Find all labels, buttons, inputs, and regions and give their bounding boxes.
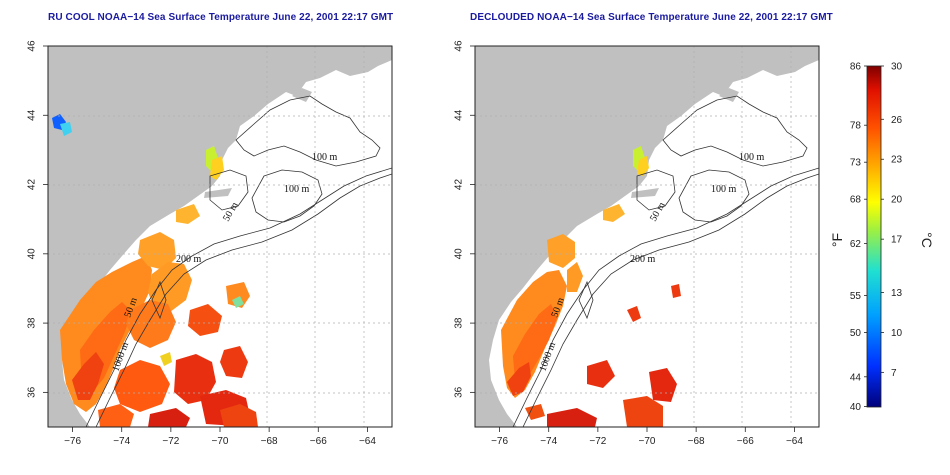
x-tick-label: −74 (540, 436, 557, 447)
fahrenheit-tick-label: 40 (850, 402, 862, 413)
x-tick-label: −72 (162, 436, 179, 447)
right-islands (631, 88, 739, 198)
y-tick-label: 38 (454, 317, 465, 329)
colorbar-ticks: 86 78 73 68 62 55 50 44 40 30 26 23 20 17 13 10 7 (850, 62, 903, 413)
celsius-tick-label: 13 (891, 288, 903, 299)
celsius-tick-label: 26 (891, 115, 903, 126)
celsius-tick-label: 30 (891, 62, 903, 73)
contour-label: 200 m (630, 254, 656, 265)
x-tick-label: −68 (688, 436, 705, 447)
celsius-tick-label: 17 (891, 235, 903, 246)
fahrenheit-tick-label: 44 (850, 372, 862, 383)
x-tick-label: −76 (64, 436, 81, 447)
fahrenheit-tick-label: 62 (850, 239, 862, 250)
x-tick-label: −74 (113, 436, 130, 447)
x-tick-label: −72 (589, 436, 606, 447)
fahrenheit-tick-label: 78 (850, 121, 862, 132)
contour-label: 100 m (711, 184, 737, 195)
left-map-panel: 100 m 100 m 50 m 200 m 50 m 1000 m −76 −7… (27, 40, 393, 447)
fahrenheit-unit-label: °F (829, 233, 845, 247)
x-tick-label: −66 (310, 436, 327, 447)
y-tick-label: 40 (454, 248, 465, 260)
left-islands (204, 88, 312, 198)
left-axis-ticks: −76 −74 −72 −70 −68 −66 −64 36 38 40 42 44 46 (27, 40, 377, 447)
colorbar: 86 78 73 68 62 55 50 44 40 30 26 23 20 17 13 10 7 °F °C (829, 62, 935, 413)
contour-label: 100 m (284, 184, 310, 195)
x-tick-label: −68 (261, 436, 278, 447)
y-tick-label: 44 (454, 109, 465, 121)
celsius-tick-label: 20 (891, 195, 903, 206)
right-bathymetry-contours (512, 95, 819, 427)
left-bathymetry-contours (85, 95, 392, 427)
x-tick-label: −76 (491, 436, 508, 447)
y-tick-label: 36 (454, 386, 465, 398)
y-tick-label: 38 (27, 317, 38, 329)
contour-label: 100 m (739, 152, 765, 163)
celsius-tick-label: 23 (891, 155, 903, 166)
left-panel-title: RU COOL NOAA−14 Sea Surface Temperature … (48, 12, 394, 23)
right-land-mass (475, 46, 819, 427)
fahrenheit-tick-label: 55 (850, 291, 862, 302)
left-land-mass (48, 46, 392, 427)
y-tick-label: 42 (27, 179, 38, 191)
x-tick-label: −64 (359, 436, 376, 447)
x-tick-label: −70 (639, 436, 656, 447)
fahrenheit-tick-label: 68 (850, 195, 862, 206)
right-axis-ticks: −76 −74 −72 −70 −68 −66 −64 36 38 40 42 44 46 (454, 40, 804, 447)
contour-label: 100 m (312, 152, 338, 163)
right-map-panel: 100 m 100 m 50 m 200 m 50 m 1000 m −76 −7… (454, 40, 820, 447)
right-grid (475, 46, 819, 427)
right-sst-data (501, 146, 681, 427)
x-tick-label: −64 (786, 436, 803, 447)
y-tick-label: 46 (27, 40, 38, 52)
right-panel-title: DECLOUDED NOAA−14 Sea Surface Temperatur… (470, 12, 833, 23)
y-tick-label: 46 (454, 40, 465, 52)
contour-label: 200 m (176, 254, 202, 265)
celsius-tick-label: 10 (891, 328, 903, 339)
colorbar-gradient (866, 65, 882, 408)
x-tick-label: −70 (212, 436, 229, 447)
y-tick-label: 36 (27, 386, 38, 398)
y-tick-label: 42 (454, 179, 465, 191)
y-tick-label: 44 (27, 109, 38, 121)
x-tick-label: −66 (737, 436, 754, 447)
left-grid (48, 46, 392, 427)
celsius-unit-label: °C (919, 232, 935, 248)
left-sst-data (52, 114, 258, 427)
y-tick-label: 40 (27, 248, 38, 260)
fahrenheit-tick-label: 50 (850, 328, 862, 339)
celsius-tick-label: 7 (891, 368, 897, 379)
fahrenheit-tick-label: 73 (850, 158, 862, 169)
fahrenheit-tick-label: 86 (850, 62, 862, 73)
